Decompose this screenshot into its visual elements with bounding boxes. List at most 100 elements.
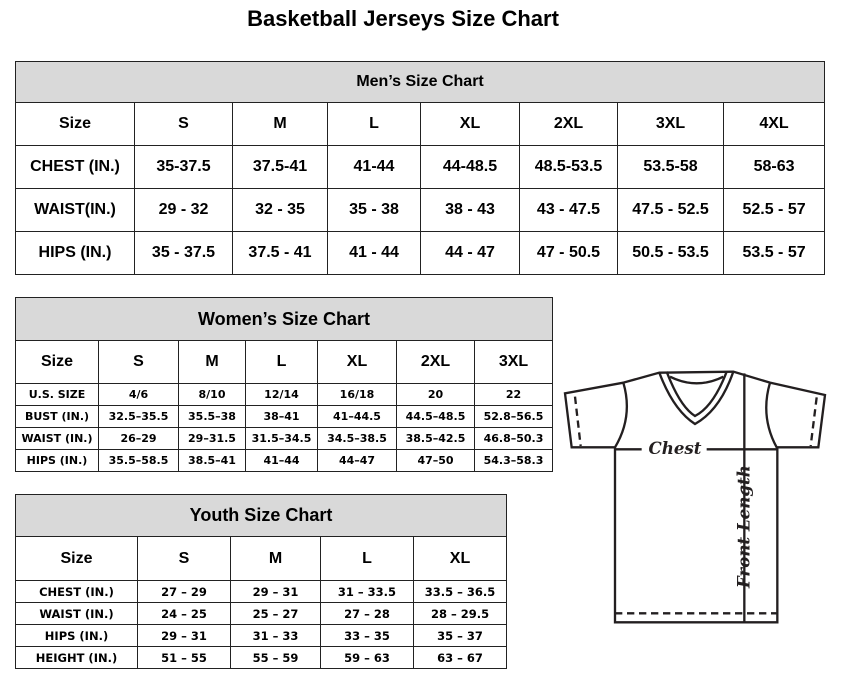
table-cell: 3XL <box>473 340 554 384</box>
table-cell: 25 – 27 <box>230 602 321 625</box>
table-row: BUST (IN.) 32.5–35.5 35.5–38 38–41 41–44.5 44… <box>15 405 554 428</box>
table-cell: 29 - 32 <box>134 188 233 232</box>
table-cell: S <box>98 340 179 384</box>
row-label: HIPS (IN.) <box>15 231 135 275</box>
table-cell: 12/14 <box>245 383 318 406</box>
table-cell: 54.3–58.3 <box>473 449 554 472</box>
table-cell: 41 - 44 <box>327 231 421 275</box>
table-cell: 55 – 59 <box>230 646 321 669</box>
row-label: BUST (IN.) <box>15 405 99 428</box>
table-cell: XL <box>420 102 520 146</box>
table-cell: 29 – 31 <box>137 624 231 647</box>
table-cell: 32.5–35.5 <box>98 405 179 428</box>
table-cell: 32 - 35 <box>232 188 328 232</box>
tshirt-diagram: Chest Front Length <box>563 370 827 624</box>
youth-caption: Youth Size Chart <box>14 494 508 537</box>
table-cell: 20 <box>396 383 475 406</box>
table-cell: M <box>230 536 321 581</box>
table-cell: 31.5–34.5 <box>245 427 318 450</box>
row-label: WAIST(IN.) <box>15 188 135 232</box>
chest-label: Chest <box>648 438 701 458</box>
table-cell: 27 – 29 <box>137 580 231 603</box>
table-cell: 2XL <box>396 340 475 384</box>
table-cell: 26–29 <box>98 427 179 450</box>
table-cell: L <box>327 102 421 146</box>
womens-size-table: Women’s Size Chart Size S M L XL 2XL 3XL U.S. S… <box>14 297 554 472</box>
table-cell: S <box>137 536 231 581</box>
table-cell: 37.5 - 41 <box>232 231 328 275</box>
table-cell: 31 – 33.5 <box>320 580 414 603</box>
row-label: Size <box>15 102 135 146</box>
front-length-label: Front Length <box>733 465 753 589</box>
header-row: Size S M L XL 2XL 3XL <box>15 340 554 384</box>
table-cell: 44 - 47 <box>420 231 520 275</box>
table-cell: 50.5 - 53.5 <box>617 231 724 275</box>
table-cell: 3XL <box>617 102 724 146</box>
table-row: WAIST (IN.) 24 – 25 25 – 27 27 – 28 28 – 29.… <box>15 602 508 625</box>
row-label: HEIGHT (IN.) <box>15 646 138 669</box>
table-cell: L <box>245 340 318 384</box>
row-label: CHEST (IN.) <box>15 580 138 603</box>
table-cell: 41-44 <box>327 145 421 189</box>
table-cell: 38.5–41 <box>178 449 246 472</box>
row-label: U.S. SIZE <box>15 383 99 406</box>
table-row: HIPS (IN.) 35 - 37.5 37.5 - 41 41 - 44 44 - … <box>15 231 826 275</box>
table-cell: 37.5-41 <box>232 145 328 189</box>
table-cell: 31 – 33 <box>230 624 321 647</box>
table-cell: 63 – 67 <box>412 646 508 669</box>
header-row: Size S M L XL 2XL 3XL 4XL <box>15 102 826 146</box>
table-cell: 38.5–42.5 <box>396 427 475 450</box>
table-row: WAIST(IN.) 29 - 32 32 - 35 35 - 38 38 - 43 43… <box>15 188 826 232</box>
table-cell: 22 <box>473 383 554 406</box>
table-cell: 46.8–50.3 <box>473 427 554 450</box>
header-row: Size S M L XL <box>15 536 508 581</box>
table-cell: 44-48.5 <box>420 145 520 189</box>
table-cell: 24 – 25 <box>137 602 231 625</box>
table-cell: 35 – 37 <box>412 624 508 647</box>
table-cell: 27 – 28 <box>320 602 414 625</box>
table-row: HIPS (IN.) 29 – 31 31 – 33 33 – 35 35 – 37 <box>15 624 508 647</box>
row-label: WAIST (IN.) <box>15 602 138 625</box>
table-cell: 52.5 - 57 <box>722 188 826 232</box>
table-cell: 51 – 55 <box>137 646 231 669</box>
table-cell: 29 – 31 <box>230 580 321 603</box>
table-cell: 35 - 38 <box>327 188 421 232</box>
table-cell: 47–50 <box>396 449 475 472</box>
table-cell: 35.5–38 <box>178 405 246 428</box>
row-label: WAIST (IN.) <box>15 427 99 450</box>
table-cell: L <box>320 536 414 581</box>
table-cell: 53.5-58 <box>617 145 724 189</box>
table-cell: M <box>178 340 246 384</box>
table-cell: 41–44.5 <box>317 405 397 428</box>
table-cell: 16/18 <box>317 383 397 406</box>
table-cell: 38–41 <box>245 405 318 428</box>
table-cell: 44–47 <box>317 449 397 472</box>
table-cell: 47.5 - 52.5 <box>617 188 724 232</box>
table-cell: 58-63 <box>722 145 826 189</box>
table-cell: XL <box>412 536 508 581</box>
table-cell: 44.5–48.5 <box>396 405 475 428</box>
table-cell: XL <box>317 340 397 384</box>
womens-caption: Women’s Size Chart <box>14 297 554 341</box>
row-label: Size <box>15 340 99 384</box>
table-cell: M <box>232 102 328 146</box>
table-row: U.S. SIZE 4/6 8/10 12/14 16/18 20 22 <box>15 383 554 406</box>
table-cell: 35.5–58.5 <box>98 449 179 472</box>
table-cell: 38 - 43 <box>420 188 520 232</box>
table-cell: 34.5–38.5 <box>317 427 397 450</box>
table-cell: 8/10 <box>178 383 246 406</box>
table-cell: 33 – 35 <box>320 624 414 647</box>
table-cell: 48.5-53.5 <box>519 145 618 189</box>
mens-size-table: Men’s Size Chart Size S M L XL 2XL 3XL 4XL CHEST… <box>14 61 826 275</box>
table-row: HIPS (IN.) 35.5–58.5 38.5–41 41–44 44–47 47–5… <box>15 449 554 472</box>
row-label: CHEST (IN.) <box>15 145 135 189</box>
table-cell: 35 - 37.5 <box>134 231 233 275</box>
table-cell: 2XL <box>519 102 618 146</box>
table-cell: 4XL <box>722 102 826 146</box>
row-label: Size <box>15 536 138 581</box>
table-cell: 53.5 - 57 <box>722 231 826 275</box>
table-row: HEIGHT (IN.) 51 – 55 55 – 59 59 – 63 63 – 67 <box>15 646 508 669</box>
table-cell: 28 – 29.5 <box>412 602 508 625</box>
row-label: HIPS (IN.) <box>15 449 99 472</box>
table-cell: 41–44 <box>245 449 318 472</box>
